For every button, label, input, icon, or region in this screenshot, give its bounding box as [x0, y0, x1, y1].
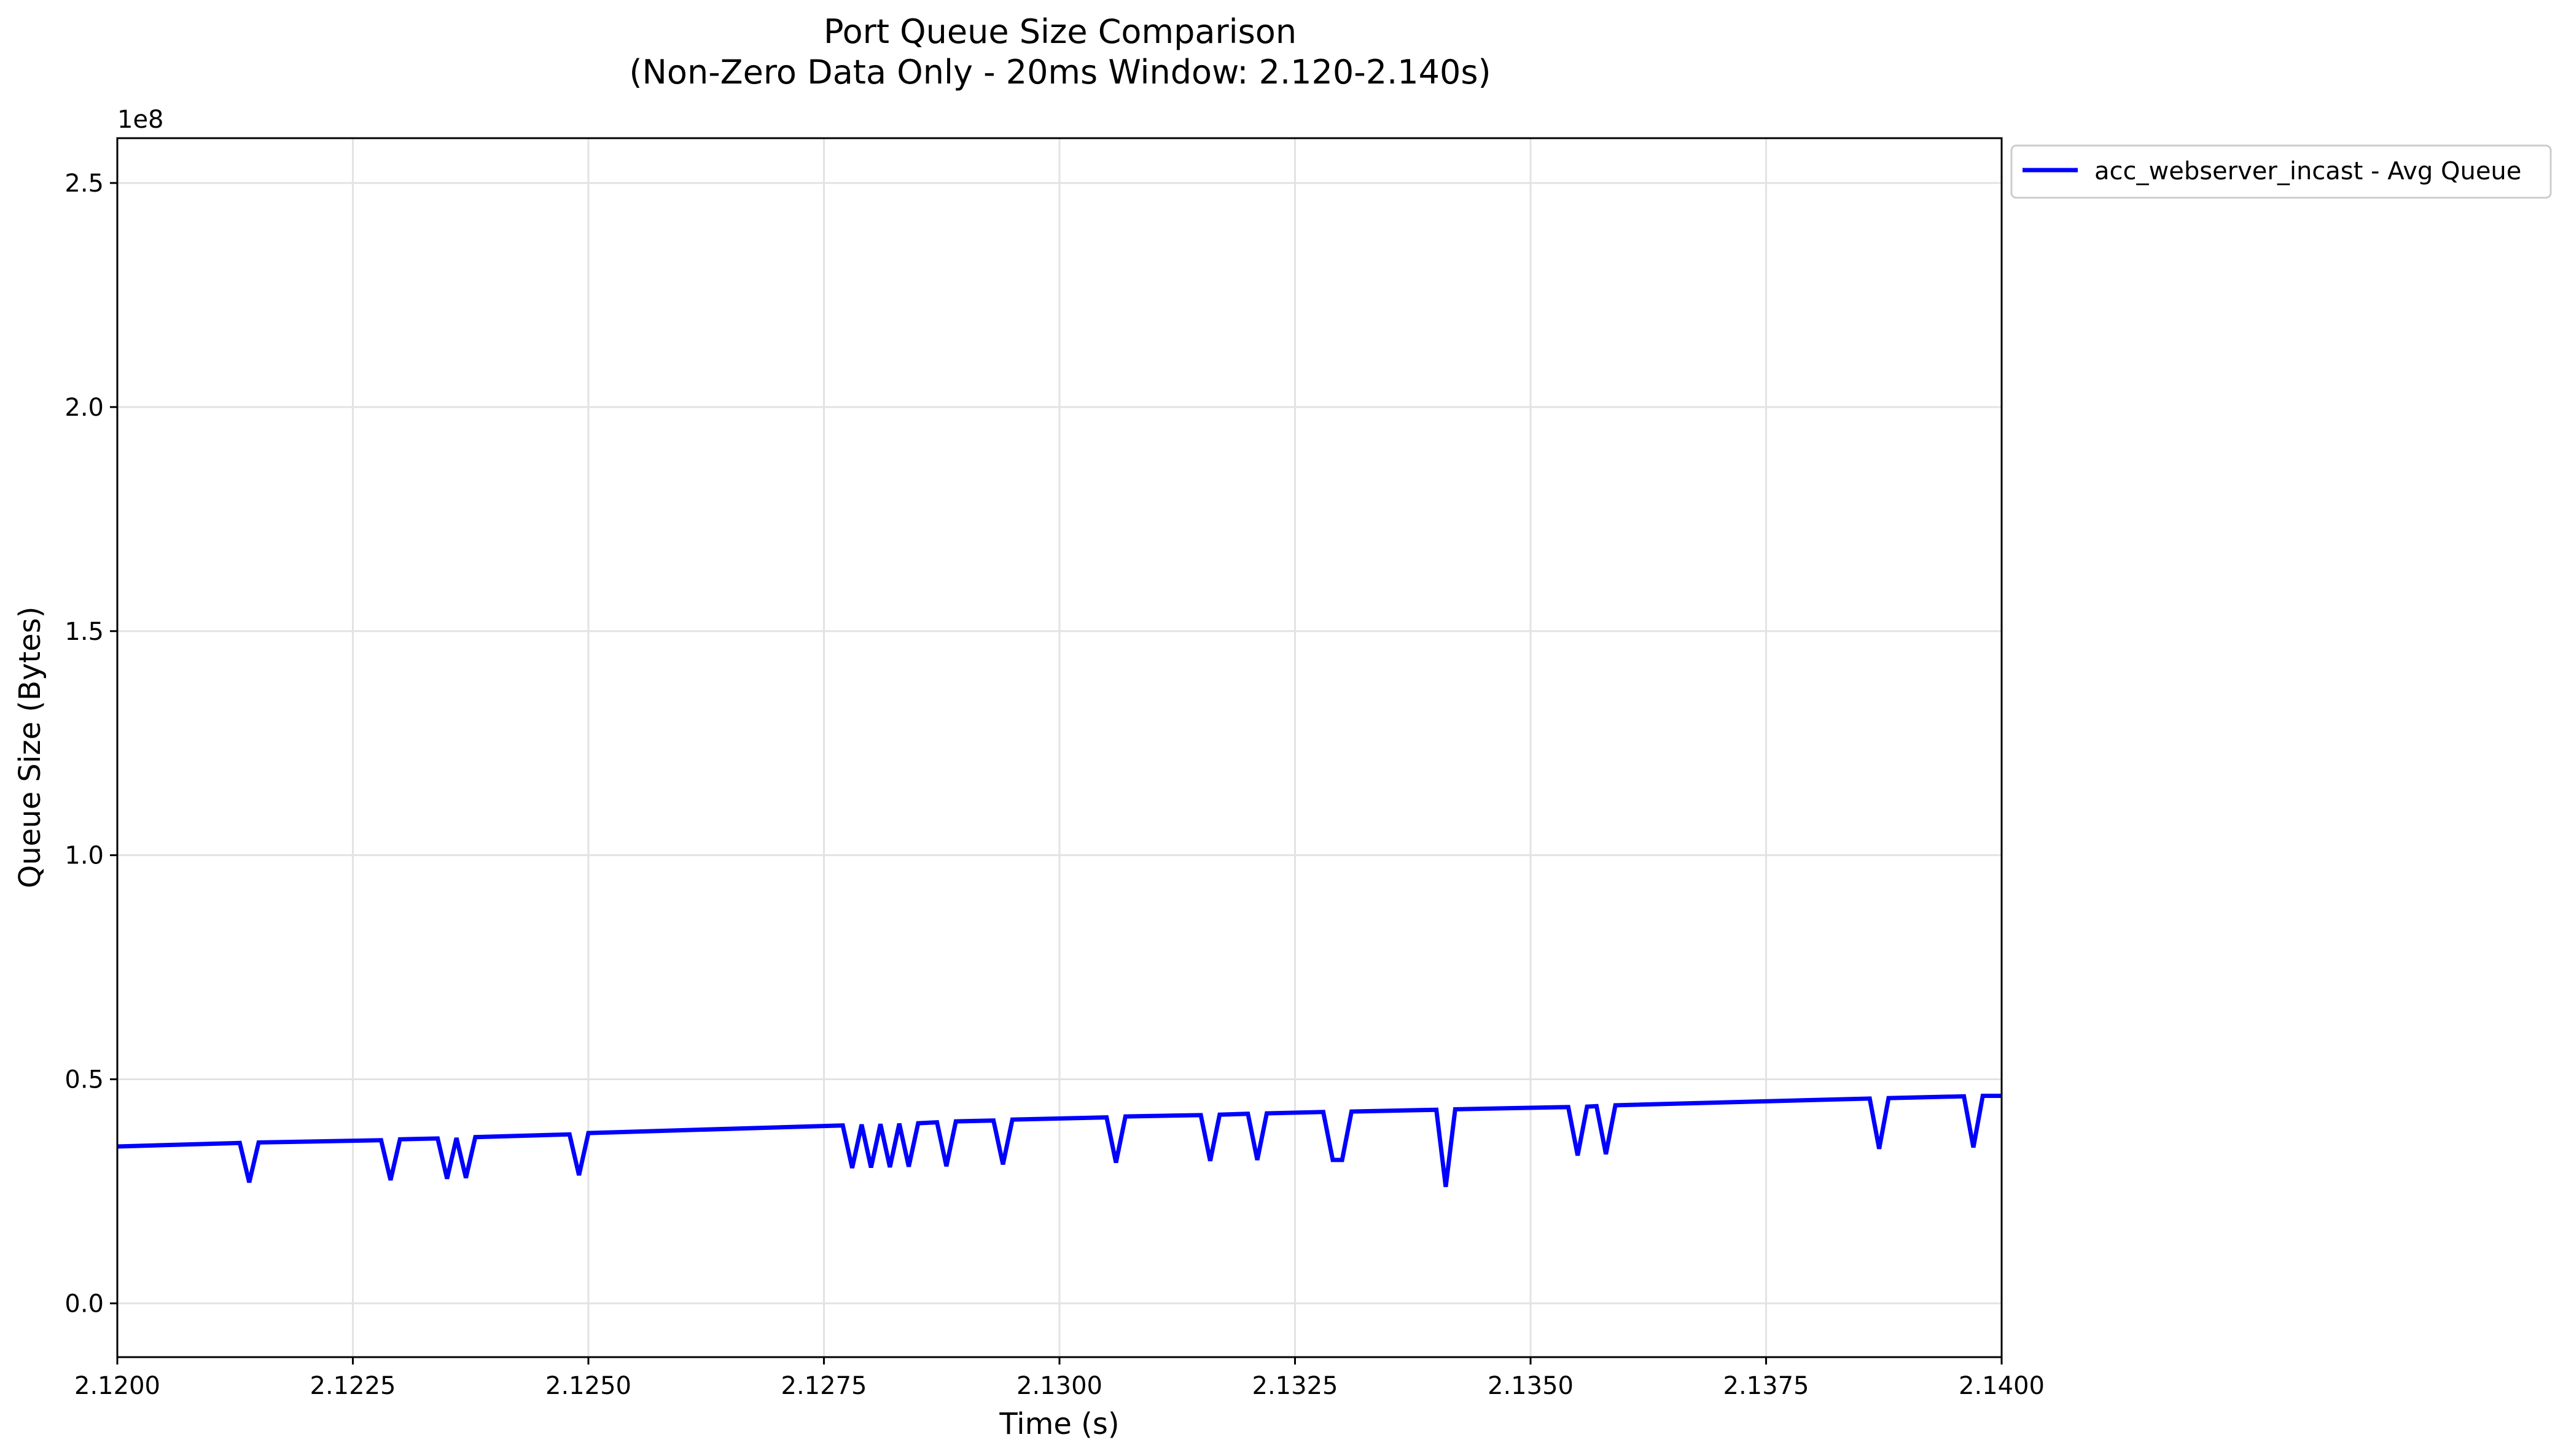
x-tick-label: 2.1275 [781, 1372, 867, 1400]
legend-entry-label: acc_webserver_incast - Avg Queue [2094, 157, 2521, 185]
axis-ticks: 2.1200 2.1225 2.1250 2.1275 2.1300 2.1325 2.13… [64, 169, 2045, 1400]
series-line [117, 1094, 2002, 1188]
y-tick-label: 2.5 [64, 169, 104, 198]
y-axis-offset-label: 1e8 [117, 106, 164, 134]
y-tick-label: 0.5 [64, 1066, 104, 1094]
series-layer [117, 1094, 2002, 1188]
y-tick-label: 0.0 [64, 1290, 104, 1318]
x-tick-label: 2.1225 [310, 1372, 396, 1400]
y-tick-label: 1.5 [64, 618, 104, 646]
y-axis-label: Queue Size (Bytes) [13, 607, 47, 889]
x-tick-label: 2.1250 [545, 1372, 631, 1400]
x-tick-label: 2.1375 [1723, 1372, 1809, 1400]
x-tick-label: 2.1350 [1488, 1372, 1574, 1400]
x-tick-label: 2.1300 [1016, 1372, 1102, 1400]
legend-box [2010, 144, 2552, 199]
x-tick-label: 2.1200 [74, 1372, 160, 1400]
x-axis-label: Time (s) [999, 1407, 1119, 1441]
y-tick-label: 1.0 [64, 842, 104, 870]
x-tick-label: 2.1325 [1252, 1372, 1338, 1400]
chart-title: Port Queue Size Comparison [824, 12, 1297, 51]
y-tick-label: 2.0 [64, 394, 104, 422]
chart-subtitle: (Non-Zero Data Only - 20ms Window: 2.120… [629, 53, 1491, 91]
x-tick-label: 2.1400 [1959, 1372, 2045, 1400]
legend: acc_webserver_incast - Avg Queue [2010, 144, 2552, 199]
